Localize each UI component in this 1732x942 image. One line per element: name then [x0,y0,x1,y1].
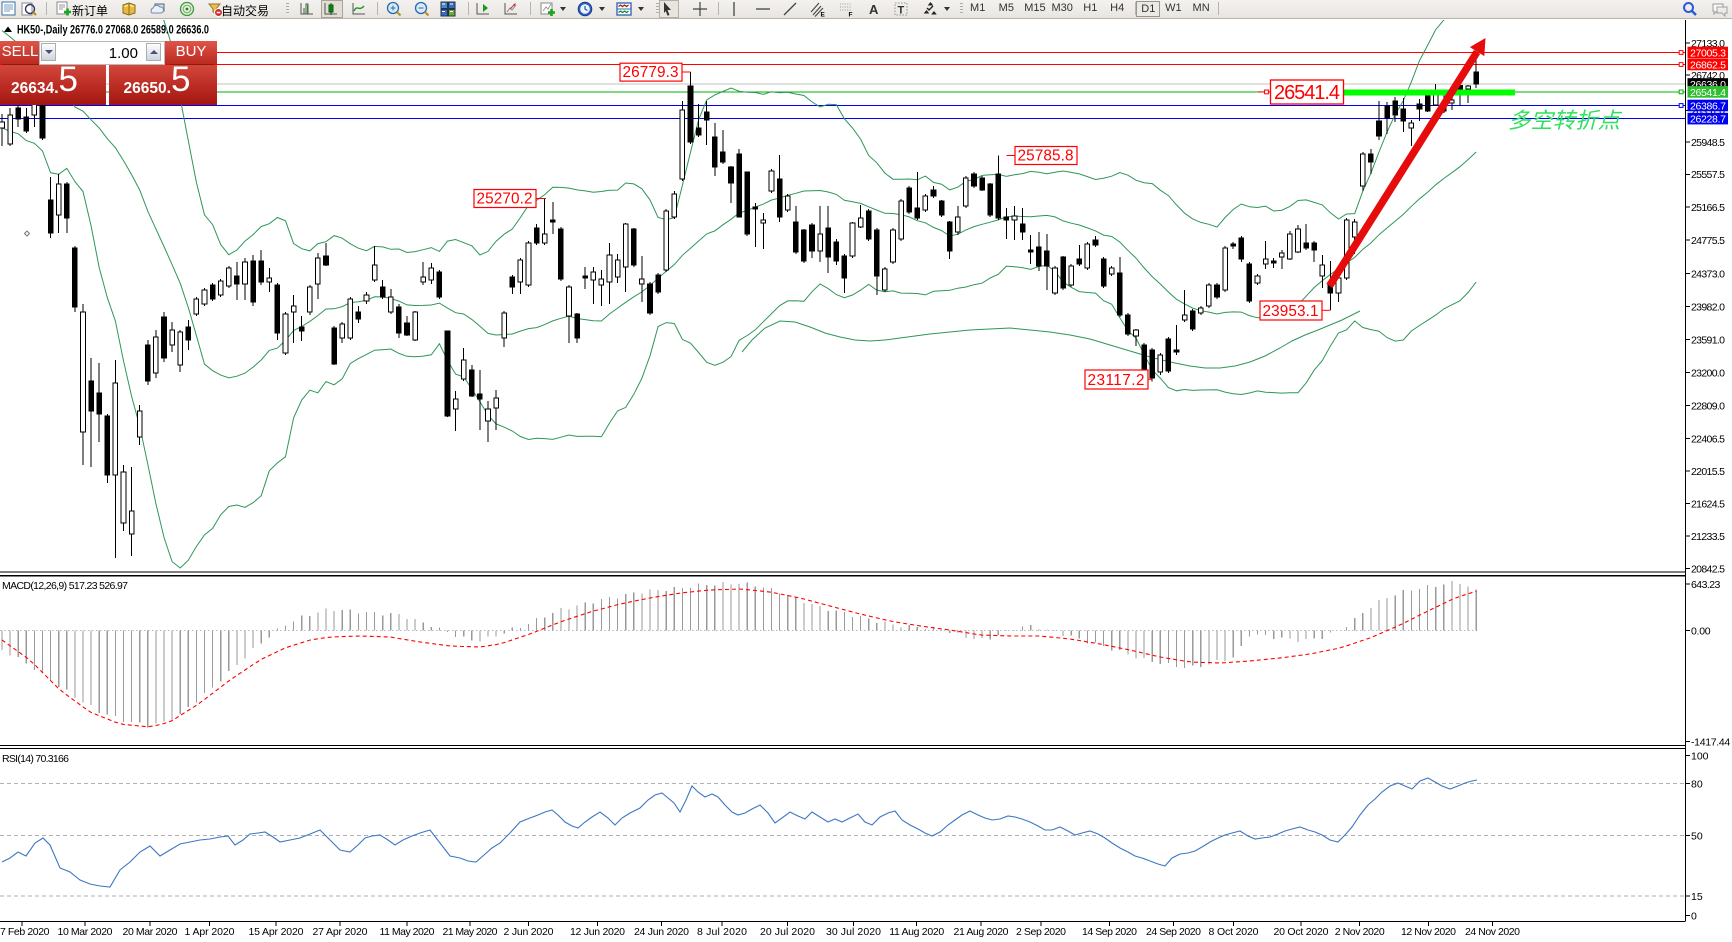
svg-text:21 Aug 2020: 21 Aug 2020 [954,926,1009,938]
svg-text:24775.5: 24775.5 [1691,235,1725,247]
svg-text:23982.0: 23982.0 [1691,301,1725,313]
svg-text:F: F [849,12,853,18]
svg-text:23117.2: 23117.2 [1088,372,1145,389]
svg-text:23200.0: 23200.0 [1691,367,1725,379]
svg-text:25948.5: 25948.5 [1691,137,1725,149]
svg-text:25557.5: 25557.5 [1691,169,1725,181]
svg-text:8 Oct 2020: 8 Oct 2020 [1209,926,1259,938]
svg-text:15 Apr 2020: 15 Apr 2020 [249,926,304,938]
svg-text:T: T [898,5,905,17]
svg-text:22015.5: 22015.5 [1691,466,1725,478]
svg-text:27 Feb 2020: 27 Feb 2020 [0,926,50,938]
svg-text:11 Aug 2020: 11 Aug 2020 [889,926,944,938]
svg-text:8 Jul 2020: 8 Jul 2020 [697,926,747,938]
svg-text:14 Sep 2020: 14 Sep 2020 [1082,926,1137,938]
svg-text:25166.5: 25166.5 [1691,202,1725,214]
svg-text:30 Jul 2020: 30 Jul 2020 [826,926,881,938]
svg-text:26862.5: 26862.5 [1690,60,1726,72]
svg-text:23591.0: 23591.0 [1691,334,1725,346]
svg-text:24 Jun 2020: 24 Jun 2020 [634,926,689,938]
svg-text:643.23: 643.23 [1691,579,1721,591]
svg-text:25785.8: 25785.8 [1018,148,1074,165]
svg-text:0: 0 [1691,910,1697,922]
svg-text:20 Oct 2020: 20 Oct 2020 [1274,926,1329,938]
svg-text:26541.4: 26541.4 [1274,82,1340,104]
svg-text:12 Jun 2020: 12 Jun 2020 [570,926,625,938]
svg-text:24 Nov 2020: 24 Nov 2020 [1465,926,1520,938]
svg-text:0.00: 0.00 [1691,626,1711,638]
svg-text:-1417.44: -1417.44 [1691,736,1730,748]
svg-text:HK50-,Daily 26776.0 27068.0 2: HK50-,Daily 26776.0 27068.0 26589.0 2663… [17,23,209,37]
svg-text:26541.4: 26541.4 [1690,87,1726,99]
svg-text:27 Apr 2020: 27 Apr 2020 [313,926,368,938]
svg-text:25270.2: 25270.2 [477,191,533,208]
svg-text:26386.7: 26386.7 [1690,101,1726,113]
svg-text:50: 50 [1691,830,1703,842]
svg-text:20842.5: 20842.5 [1691,563,1725,575]
svg-text:26228.7: 26228.7 [1690,114,1726,126]
svg-text:24 Sep 2020: 24 Sep 2020 [1146,926,1201,938]
svg-text:2 Jun 2020: 2 Jun 2020 [504,926,554,938]
svg-text:20 Jul 2020: 20 Jul 2020 [760,926,815,938]
svg-text:10 Mar 2020: 10 Mar 2020 [58,926,113,938]
svg-text:15: 15 [1691,891,1703,903]
svg-text:MACD(12,26,9) 517.23 526.97: MACD(12,26,9) 517.23 526.97 [2,580,128,592]
svg-text:24373.0: 24373.0 [1691,268,1725,280]
svg-text:23953.1: 23953.1 [1263,303,1319,320]
svg-text:80: 80 [1691,778,1703,790]
svg-text:1 Apr 2020: 1 Apr 2020 [185,926,235,938]
svg-text:2 Nov 2020: 2 Nov 2020 [1335,926,1385,938]
svg-text:RSI(14) 70.3166: RSI(14) 70.3166 [2,753,69,765]
svg-text:22406.5: 22406.5 [1691,433,1725,445]
svg-text:多空转折点: 多空转折点 [1508,108,1623,133]
svg-text:22809.0: 22809.0 [1691,400,1725,412]
svg-text:26779.3: 26779.3 [623,64,679,81]
svg-text:27005.3: 27005.3 [1690,48,1726,60]
svg-text:100: 100 [1691,750,1709,762]
svg-text:21233.5: 21233.5 [1691,531,1725,543]
svg-text:12 Nov 2020: 12 Nov 2020 [1401,926,1456,938]
svg-text:2 Sep 2020: 2 Sep 2020 [1016,926,1066,938]
svg-text:11 May 2020: 11 May 2020 [380,926,435,938]
svg-text:21 May 2020: 21 May 2020 [443,926,498,938]
svg-text:21624.5: 21624.5 [1691,498,1725,510]
svg-text:20 Mar 2020: 20 Mar 2020 [123,926,178,938]
svg-text:E: E [821,12,826,18]
